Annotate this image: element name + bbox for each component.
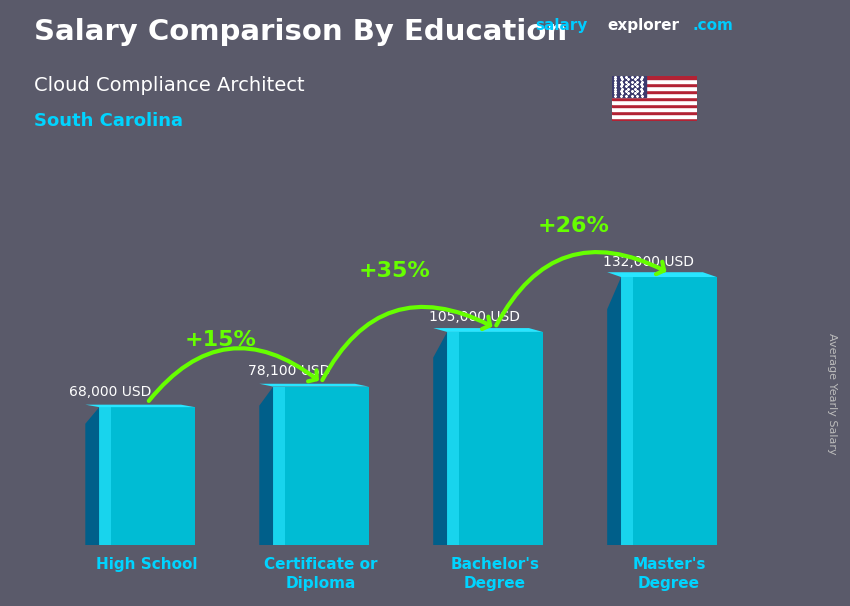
Bar — [99, 407, 195, 545]
Bar — [99, 407, 110, 545]
Text: 68,000 USD: 68,000 USD — [69, 385, 151, 399]
Text: explorer: explorer — [608, 18, 680, 33]
Text: Cloud Compliance Architect: Cloud Compliance Architect — [34, 76, 304, 95]
Polygon shape — [607, 277, 621, 545]
Text: 132,000 USD: 132,000 USD — [603, 255, 694, 269]
Text: Average Yearly Salary: Average Yearly Salary — [827, 333, 837, 454]
Bar — [273, 387, 369, 545]
Text: 78,100 USD: 78,100 USD — [248, 364, 331, 379]
Bar — [612, 76, 697, 79]
Polygon shape — [259, 387, 273, 545]
Text: South Carolina: South Carolina — [34, 112, 183, 130]
Text: Salary Comparison By Education: Salary Comparison By Education — [34, 18, 567, 46]
Bar — [612, 93, 697, 97]
Bar — [612, 97, 697, 100]
Bar — [612, 111, 697, 114]
Polygon shape — [85, 407, 99, 545]
Polygon shape — [607, 272, 717, 277]
Polygon shape — [259, 384, 369, 387]
Bar — [273, 387, 285, 545]
Bar — [612, 79, 697, 83]
Polygon shape — [85, 405, 195, 407]
Bar — [447, 332, 459, 545]
Bar — [621, 277, 632, 545]
Bar — [612, 118, 697, 121]
Text: +35%: +35% — [358, 261, 430, 281]
Bar — [612, 114, 697, 118]
Text: 105,000 USD: 105,000 USD — [429, 310, 520, 324]
Text: salary: salary — [536, 18, 588, 33]
Bar — [612, 90, 697, 93]
Bar — [612, 76, 646, 97]
Text: .com: .com — [693, 18, 734, 33]
Bar — [612, 100, 697, 104]
Bar — [621, 277, 717, 545]
Bar — [612, 104, 697, 107]
Bar — [447, 332, 543, 545]
Bar — [612, 86, 697, 90]
Text: +15%: +15% — [184, 330, 256, 350]
Polygon shape — [434, 332, 447, 545]
Text: +26%: +26% — [537, 216, 609, 236]
Polygon shape — [434, 328, 543, 332]
Bar — [612, 83, 697, 86]
Bar — [612, 107, 697, 111]
